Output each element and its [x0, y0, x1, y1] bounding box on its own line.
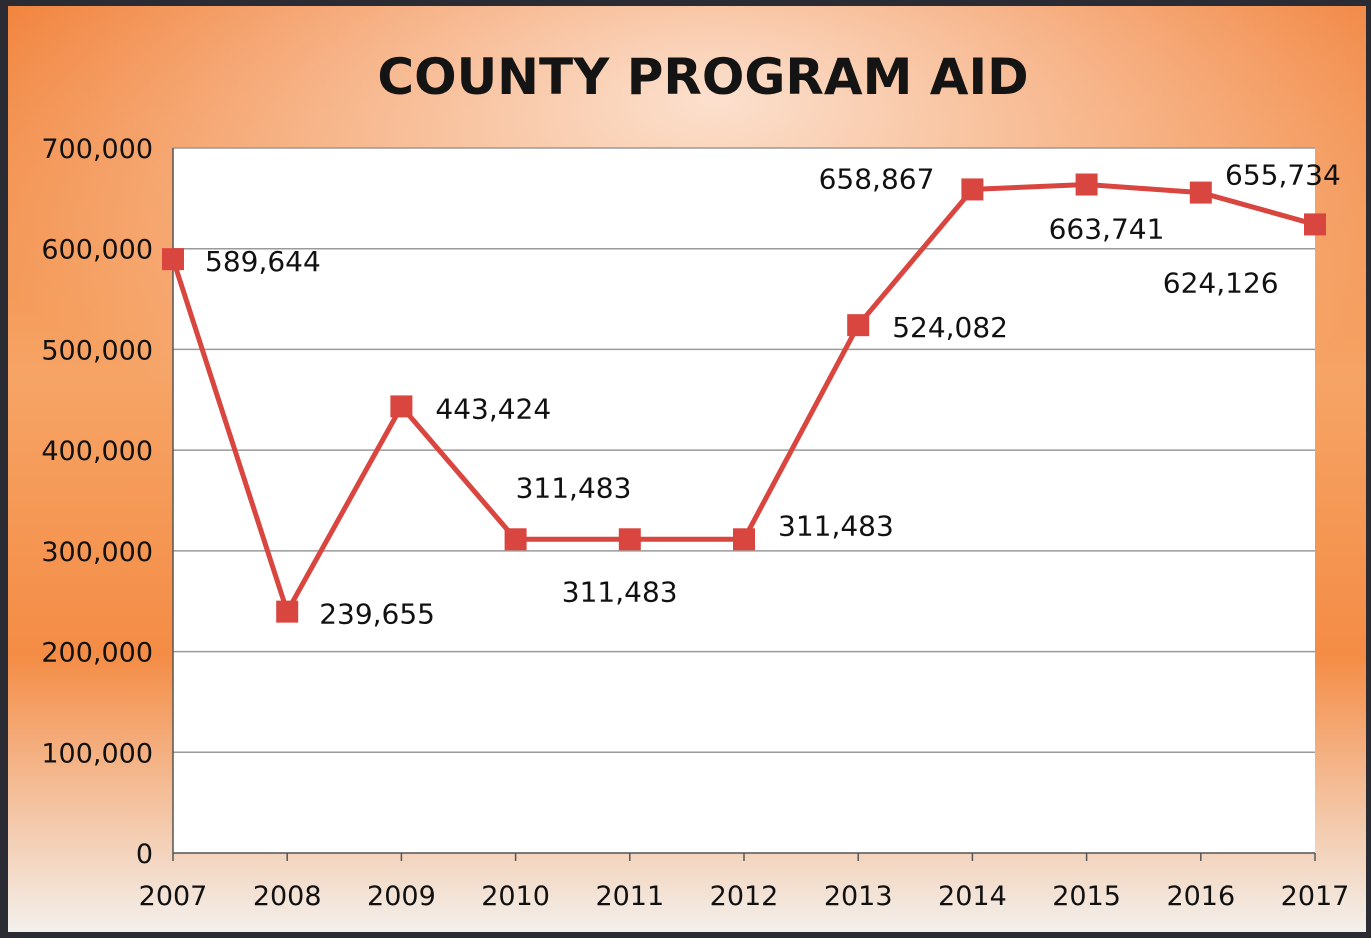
gridlines [173, 147, 1315, 754]
data-point-marker [618, 528, 641, 551]
data-label: 524,082 [892, 311, 1008, 344]
data-label: 311,483 [562, 575, 678, 608]
y-axis-ticks: 0 100,000 200,000 300,000 400,000 500,000 600,… [41, 134, 153, 870]
x-axis-ticks: 2007 2008 2009 2010 2011 2012 2013 2014 2015 2016… [139, 853, 1350, 912]
x-tick-label: 2011 [595, 881, 664, 912]
data-label: 655,734 [1225, 158, 1341, 191]
data-point-marker [390, 395, 413, 418]
data-point-marker [1075, 173, 1098, 196]
x-tick-label: 2017 [1281, 881, 1350, 912]
data-point-marker [847, 314, 870, 337]
data-label: 239,655 [319, 598, 435, 631]
data-label: 658,867 [819, 162, 935, 195]
data-point-marker [162, 248, 184, 271]
chart-title: COUNTY PROGRAM AID [377, 48, 1028, 106]
y-tick-label: 600,000 [41, 235, 153, 266]
data-point-marker [504, 528, 527, 551]
slide-background: COUNTY PROGRAM AID 0 100,000 200,000 300,00… [8, 6, 1366, 932]
y-tick-label: 100,000 [41, 738, 153, 769]
y-tick-label: 400,000 [41, 436, 153, 467]
data-label: 624,126 [1163, 267, 1279, 300]
x-tick-label: 2007 [139, 881, 208, 912]
y-tick-label: 0 [136, 839, 153, 870]
plot-area [173, 148, 1315, 853]
x-tick-label: 2014 [938, 881, 1007, 912]
data-point-marker [961, 178, 984, 201]
data-point-marker [733, 528, 755, 551]
data-label: 589,644 [205, 245, 321, 278]
data-label: 311,483 [778, 509, 894, 542]
x-tick-label: 2016 [1166, 881, 1235, 912]
y-tick-label: 300,000 [41, 537, 153, 568]
x-tick-label: 2013 [824, 881, 893, 912]
line-chart: COUNTY PROGRAM AID 0 100,000 200,000 300,00… [41, 48, 1350, 912]
data-point-marker [1189, 181, 1212, 204]
x-tick-label: 2010 [481, 881, 550, 912]
data-labels: 589,644 239,655 443,424 311,483 311,483 311,4… [205, 158, 1341, 630]
y-tick-label: 200,000 [41, 638, 153, 669]
x-tick-label: 2012 [710, 881, 779, 912]
x-tick-label: 2008 [253, 881, 322, 912]
data-label: 311,483 [516, 471, 632, 504]
y-tick-label: 500,000 [41, 335, 153, 366]
x-tick-label: 2015 [1052, 881, 1121, 912]
y-tick-label: 700,000 [41, 134, 153, 165]
data-point-marker [276, 600, 299, 623]
series-group [162, 173, 1326, 623]
x-tick-label: 2009 [367, 881, 436, 912]
data-label: 443,424 [435, 392, 551, 425]
data-label: 663,741 [1049, 213, 1165, 246]
data-point-marker [1304, 213, 1326, 236]
